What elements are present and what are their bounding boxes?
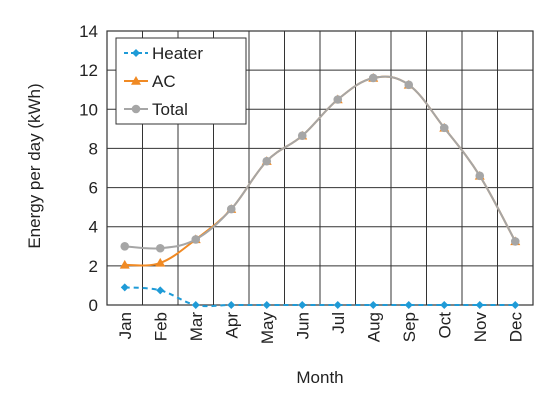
legend-label: AC — [152, 72, 176, 91]
legend-item-total: Total — [124, 100, 188, 119]
data-point-total — [510, 237, 520, 246]
data-point-heater — [120, 283, 129, 292]
data-point-heater — [404, 301, 413, 309]
legend: Heater AC Total — [115, 37, 247, 125]
data-point-heater — [156, 286, 165, 295]
y-tick-label: 12 — [79, 61, 98, 80]
data-point-total — [120, 241, 130, 251]
data-point-heater — [333, 301, 342, 309]
data-point-total — [155, 243, 165, 253]
legend-label: Heater — [152, 44, 203, 63]
y-tick-label: 2 — [89, 257, 98, 276]
series-heater — [120, 283, 520, 309]
x-tick-label: Nov — [471, 312, 490, 343]
data-point-total — [368, 73, 378, 83]
x-tick-label: Jun — [293, 312, 312, 339]
data-point-heater — [511, 301, 520, 309]
x-tick-label: Oct — [435, 312, 454, 339]
data-point-total — [226, 204, 236, 214]
data-point-heater — [369, 301, 378, 309]
data-point-total — [297, 131, 307, 141]
data-point-heater — [440, 301, 449, 309]
data-point-total — [475, 171, 485, 181]
x-tick-label: Dec — [506, 312, 525, 343]
legend-item-ac: AC — [124, 72, 176, 91]
axis-layer: 0 2 4 6 8 10 12 14 Jan Feb Mar Apr May Jun Jul Aug Sep Oc… — [79, 22, 534, 345]
data-point-heater — [298, 301, 307, 309]
data-point-heater — [475, 301, 484, 309]
data-point-total — [404, 80, 414, 90]
x-tick-label: Jan — [116, 312, 135, 339]
y-tick-label: 6 — [89, 179, 98, 198]
x-tick-label: Sep — [400, 312, 419, 342]
series-layer — [119, 72, 521, 309]
data-point-total — [333, 95, 343, 104]
legend-marker — [132, 49, 140, 57]
x-tick-label: Apr — [222, 312, 241, 339]
x-tick-label: Mar — [187, 312, 206, 342]
data-point-total — [191, 235, 201, 244]
y-tick-label: 8 — [89, 139, 98, 158]
data-point-heater — [227, 301, 236, 309]
data-point-ac — [155, 257, 166, 267]
y-tick-label: 0 — [89, 296, 98, 315]
data-point-total — [262, 156, 272, 166]
legend-item-heater: Heater — [124, 44, 203, 63]
data-point-heater — [262, 301, 271, 309]
series-total — [120, 73, 520, 253]
x-tick-label: Jul — [329, 312, 348, 334]
x-tick-label: Feb — [151, 312, 170, 341]
x-tick-label: May — [258, 312, 277, 345]
data-point-heater — [191, 301, 200, 309]
legend-marker — [131, 76, 141, 85]
data-point-ac — [119, 259, 130, 269]
y-tick-label: 14 — [79, 22, 98, 41]
y-tick-label: 10 — [79, 100, 98, 119]
legend-label: Total — [152, 100, 188, 119]
y-axis-title: Energy per day (kWh) — [25, 83, 44, 248]
data-point-total — [439, 123, 449, 133]
y-tick-label: 4 — [89, 218, 98, 237]
legend-marker — [131, 104, 141, 114]
x-tick-label: Aug — [364, 312, 383, 342]
x-axis-title: Month — [296, 368, 343, 387]
